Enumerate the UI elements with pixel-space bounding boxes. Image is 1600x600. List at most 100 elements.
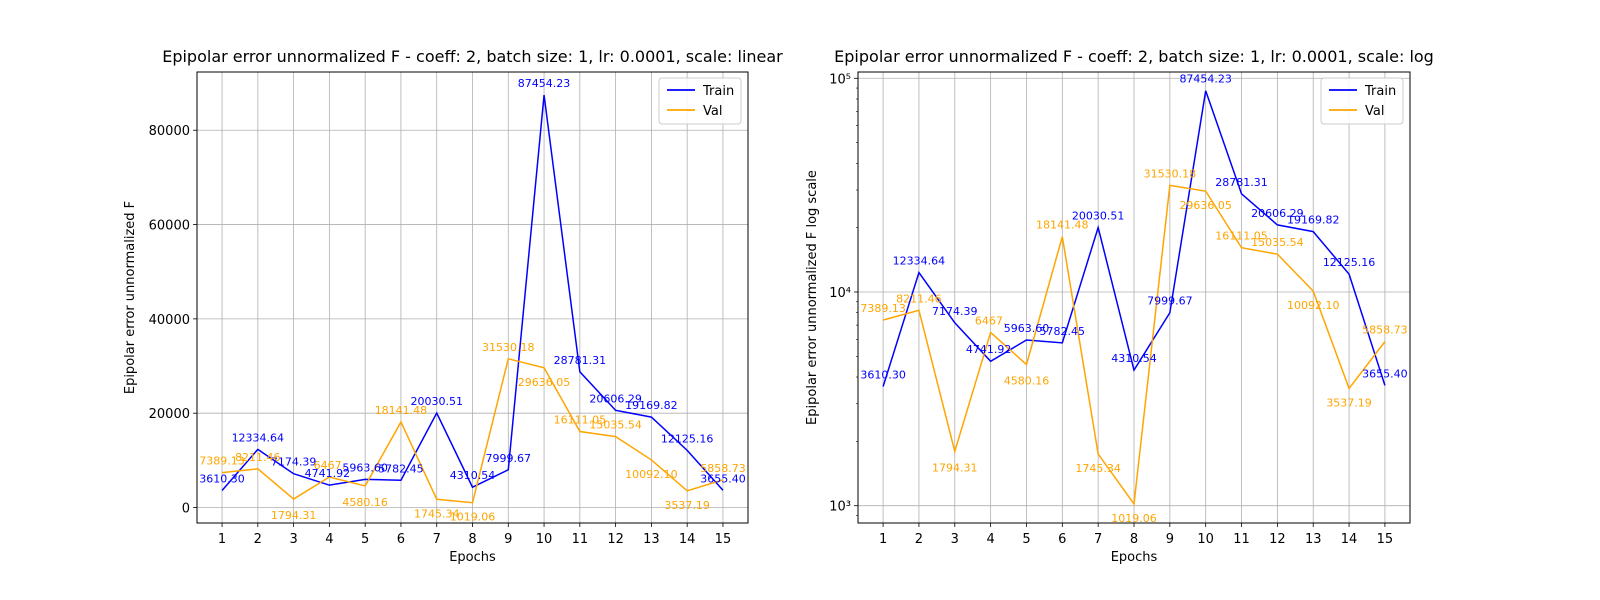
data-label-val: 1794.31 (271, 509, 317, 522)
x-tick-label: 1 (879, 532, 887, 547)
y-tick-label: 10⁵ (829, 72, 851, 87)
data-label-val: 15035.54 (1251, 236, 1304, 249)
x-tick-label: 1 (218, 532, 226, 547)
x-tick-label: 10 (536, 532, 553, 547)
series-line-val (221, 357, 724, 504)
data-label-val: 8211.46 (235, 451, 281, 464)
y-tick-label: 80000 (149, 124, 190, 139)
data-label-val: 16111.05 (1215, 230, 1268, 243)
y-tick-label: 10³ (829, 500, 851, 515)
data-label-train: 20030.51 (410, 395, 463, 408)
data-label-train: 3610.30 (199, 472, 245, 485)
x-tick-label: 11 (572, 532, 589, 547)
y-axis-label: Epipolar error unnormalized F log scale (805, 170, 820, 425)
legend-label-val: Val (1365, 104, 1384, 119)
x-tick-label: 14 (1341, 532, 1358, 547)
x-tick-label: 3 (289, 532, 297, 547)
data-label-train: 4741.92 (305, 467, 351, 480)
data-label-val: 10092.10 (1287, 299, 1340, 312)
data-label-train: 20030.51 (1072, 210, 1125, 223)
y-tick-label: 0 (182, 502, 190, 517)
data-label-train: 87454.23 (1179, 73, 1232, 86)
data-label-train: 28781.31 (1215, 176, 1268, 189)
x-tick-label: 12 (607, 532, 624, 547)
data-label-train: 12125.16 (1323, 256, 1376, 269)
data-label-train: 4741.92 (966, 343, 1012, 356)
x-tick-label: 3 (951, 532, 959, 547)
chart-panel-1: 3610.30 12334.64 7174.394741.925963.605782… (123, 47, 783, 565)
data-label-val: 6467. (314, 459, 346, 472)
data-label-train: 3610.30 (860, 369, 906, 382)
chart-panel-2: 3610.3012334.647174.394741.925963.605782… (805, 47, 1434, 565)
x-axis-label: Epochs (449, 550, 496, 565)
series-line-val (882, 184, 1386, 506)
x-tick-label: 7 (433, 532, 441, 547)
x-tick-label: 15 (1377, 532, 1394, 547)
data-label-train: 12334.64 (232, 431, 285, 444)
data-label-val: 1019.06 (450, 511, 496, 524)
data-label-train: 5963.60 (1004, 322, 1050, 335)
x-tick-label: 12 (1269, 532, 1286, 547)
data-label-val: 1745.34 (1075, 462, 1121, 475)
x-tick-label: 4 (325, 532, 333, 547)
data-label-val: 1745.34 (414, 507, 460, 520)
legend-label-val: Val (703, 104, 722, 119)
data-label-train: 5963.60 (342, 461, 388, 474)
data-label-train: 7999.67 (486, 452, 532, 465)
x-tick-label: 6 (1058, 532, 1066, 547)
data-label-val: 29636.05 (1179, 199, 1232, 212)
x-tick-label: 5 (1022, 532, 1030, 547)
x-tick-label: 9 (1166, 532, 1174, 547)
data-label-val: 3537.19 (664, 499, 710, 512)
data-label-train: 5782.45 (378, 462, 424, 475)
x-tick-label: 10 (1197, 532, 1214, 547)
y-tick-label: 20000 (149, 407, 190, 422)
x-tick-label: 8 (468, 532, 476, 547)
data-label-val: 3537.19 (1326, 396, 1372, 409)
data-label-train: 7174.39 (271, 456, 317, 469)
x-tick-label: 13 (643, 532, 660, 547)
y-axis-label: Epipolar error unnormalized F (123, 201, 138, 394)
data-label-train: 12334.64 (893, 255, 946, 268)
y-tick-label: 10⁴ (829, 286, 851, 301)
data-label-val: 16111.05 (554, 414, 607, 427)
x-tick-label: 14 (679, 532, 696, 547)
data-label-val: 10092.10 (625, 468, 678, 481)
data-label-train: 7174.39 (932, 305, 978, 318)
x-tick-label: 15 (715, 532, 732, 547)
legend: Train Val (658, 77, 742, 125)
data-label-train: 4310.54 (1111, 352, 1157, 365)
data-label-train: 28781.31 (554, 354, 607, 367)
data-label-train: 87454.23 (518, 77, 571, 90)
x-tick-label: 9 (504, 532, 512, 547)
x-tick-label: 2 (915, 532, 923, 547)
data-label-val: 7389.13 (860, 302, 906, 315)
data-label-train: 4310.54 (450, 469, 496, 482)
data-label-val: 18141.48 (375, 404, 428, 417)
data-label-val: 7389.13 (199, 455, 245, 468)
x-axis-label: Epochs (1111, 550, 1158, 565)
y-tick-label: 60000 (149, 219, 190, 234)
x-tick-label: 13 (1305, 532, 1322, 547)
data-label-train: 12125.16 (661, 432, 714, 445)
data-label-val: 4580.16 (342, 496, 388, 509)
data-label-val: 18141.48 (1036, 219, 1089, 232)
data-label-val: 29636.05 (518, 376, 571, 389)
data-label-train: 19169.82 (1287, 214, 1340, 227)
x-tick-label: 6 (397, 532, 405, 547)
data-label-val: 31530.18 (482, 341, 535, 354)
legend-label-train: Train (702, 84, 734, 99)
x-tick-label: 4 (986, 532, 994, 547)
series-line-train (882, 90, 1386, 387)
x-tick-label: 7 (1094, 532, 1102, 547)
data-label-train: 7999.67 (1147, 295, 1193, 308)
data-label-val: 15035.54 (589, 419, 642, 432)
x-tick-label: 8 (1130, 532, 1138, 547)
data-label-val: 6467. (975, 314, 1007, 327)
data-label-train: 19169.82 (625, 399, 678, 412)
chart-title: Epipolar error unnormalized F - coeff: 2… (162, 47, 783, 66)
data-label-train: 20606.29 (1251, 207, 1304, 220)
legend-label-train: Train (1364, 84, 1396, 99)
data-label-train: 5782.45 (1040, 325, 1086, 338)
